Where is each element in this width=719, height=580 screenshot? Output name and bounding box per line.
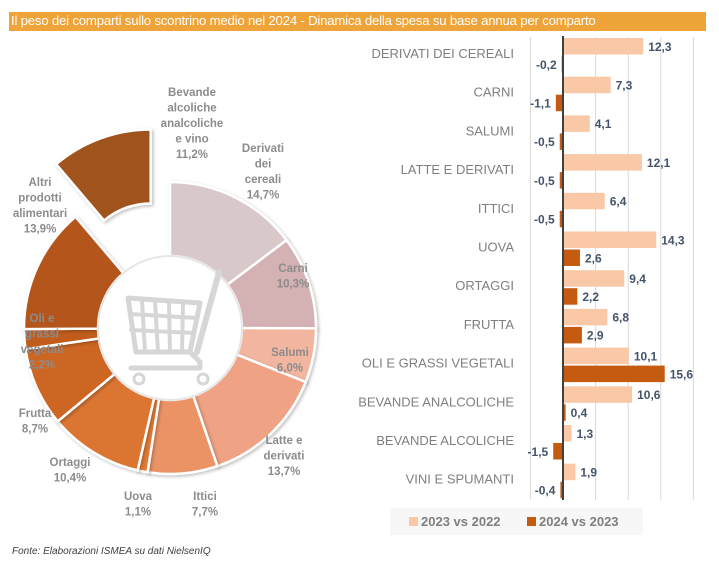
value-label-2023-vs-2022-ortaggi: 9,4 [629,272,646,286]
value-label-2023-vs-2022-frutta: 6,8 [612,311,629,325]
donut-label-bevande-alcoliche-analcoliche-e-vino: Bevande alcoliche analcoliche e vino 11,2% [161,87,224,161]
bar-2024-vs-2023-salumi [559,133,563,150]
bar-2024-vs-2023-bevande-analcoliche [563,404,566,421]
bar-category-labels: DERIVATI DEI CEREALI CARNI SALUMI LATTE E D… [358,46,514,487]
donut-label-ittici: Ittici 7,7% [192,491,218,519]
value-label-2023-vs-2022-uova: 14,3 [661,233,685,247]
value-label-2023-vs-2022-oli-e-grassi-vegetali: 10,1 [634,349,658,363]
donut-label-uova: Uova 1,1% [124,491,153,519]
value-label-2023-vs-2022-carni: 7,3 [616,78,633,92]
bar-2023-vs-2022-bevande-analcoliche [563,386,633,403]
category-label-bevande-analcoliche: BEVANDE ANALCOLICHE [358,394,514,409]
bar-marks [553,38,665,499]
category-label-ittici: ITTICI [478,201,514,216]
donut-label-oli-e-grassi-vegetali: Oli e grassi vegetali 2,2% [21,313,64,372]
bar-2023-vs-2022-frutta [563,308,608,326]
value-label-2023-vs-2022-salumi: 4,1 [595,117,612,131]
bar-2024-vs-2023-uova [563,249,580,266]
bar-2024-vs-2023-ittici [559,210,563,228]
value-label-2023-vs-2022-bevande-analcoliche: 10,6 [637,388,661,402]
category-label-carni: CARNI [474,85,514,100]
donut-slice-bevande-alcoliche-analcoliche-e-vino [54,128,152,223]
bar-2024-vs-2023-vini-e-spumanti [560,481,563,499]
bar-2023-vs-2022-bevande-alcoliche [563,425,572,442]
donut-label-frutta: Frutta 8,7% [19,408,52,436]
category-label-oli-e-grassi-vegetali: OLI E GRASSI VEGETALI [362,356,514,371]
bar-2023-vs-2022-oli-e-grassi-vegetali [563,347,629,365]
donut-label-altri-prodotti-alimentari: Altri prodotti alimentari 13,9% [13,177,67,236]
value-label-2024-vs-2023-oli-e-grassi-vegetali: 15,6 [670,367,694,381]
value-label-2023-vs-2022-ittici: 6,4 [610,195,627,209]
bar-2024-vs-2023-oli-e-grassi-vegetali [563,365,665,383]
value-label-2024-vs-2023-carni: -1,1 [530,96,551,110]
bar-2023-vs-2022-salumi [563,115,590,132]
bar-value-labels: 12,3 -0,2 7,3 -1,1 4,1 -0,5 12,1 -0,5 6,4 -0,5 14,… [528,40,694,498]
category-label-latte-e-derivati: LATTE E DERIVATI [401,162,514,177]
value-label-2023-vs-2022-bevande-alcoliche: 1,3 [576,427,593,441]
value-label-2024-vs-2023-frutta: 2,9 [587,329,604,343]
value-label-2024-vs-2023-vini-e-spumanti: -0,4 [535,483,556,497]
bar-legend: 2023 vs 2022 2024 vs 2023 [390,508,643,535]
bar-2024-vs-2023-ortaggi [563,288,578,305]
category-label-vini-e-spumanti: VINI E SPUMANTI [406,472,514,487]
category-label-salumi: SALUMI [466,123,514,138]
bar-2024-vs-2023-bevande-alcoliche [553,443,563,460]
value-label-2024-vs-2023-salumi: -0,5 [534,135,555,149]
legend-label-2023-vs-2022: 2023 vs 2022 [421,514,501,529]
category-label-frutta: FRUTTA [464,317,515,332]
header-bar: Il peso dei comparti sullo scontrino med… [9,12,706,31]
bar-2023-vs-2022-carni [563,76,611,94]
value-label-2024-vs-2023-latte-e-derivati: -0,5 [534,174,555,188]
category-label-bevande-alcoliche: BEVANDE ALCOLICHE [376,433,514,448]
value-label-2024-vs-2023-uova: 2,6 [585,251,602,265]
value-label-2024-vs-2023-bevande-analcoliche: 0,4 [571,406,588,420]
value-label-2024-vs-2023-ittici: -0,5 [534,213,555,227]
donut-labels: Derivati dei cereali 14,7% Carni 10,3% Salumi 6… [13,87,309,519]
bar-2023-vs-2022-vini-e-spumanti [563,463,576,481]
bar-2023-vs-2022-ortaggi [563,270,625,287]
category-label-derivati-dei-cereali: DERIVATI DEI CEREALI [371,46,514,61]
category-label-ortaggi: ORTAGGI [455,278,514,293]
bar-2023-vs-2022-ittici [563,192,605,210]
bar-2023-vs-2022-uova [563,231,657,248]
donut-label-latte-e-derivati: Latte e derivati 13,7% [264,435,305,478]
value-label-2024-vs-2023-derivati-dei-cereali: -0,2 [536,58,557,72]
value-label-2023-vs-2022-derivati-dei-cereali: 12,3 [648,40,672,54]
bar-2024-vs-2023-frutta [563,326,582,344]
value-label-2024-vs-2023-ortaggi: 2,2 [582,290,599,304]
legend-swatch-2024-vs-2023 [527,517,536,526]
bar-2023-vs-2022-derivati-dei-cereali [563,38,644,55]
legend-item-2023-vs-2022: 2023 vs 2022 [409,514,501,529]
legend-label-2024-vs-2023: 2024 vs 2023 [539,514,619,529]
donut-label-ortaggi: Ortaggi 10,4% [50,457,91,485]
donut-label-carni: Carni 10,3% [277,263,310,291]
category-label-uova: UOVA [478,240,514,255]
header-title: Il peso dei comparti sullo scontrino med… [11,13,596,28]
bar-2024-vs-2023-latte-e-derivati [559,172,563,189]
donut-label-derivati-dei-cereali: Derivati dei cereali 14,7% [242,143,284,202]
bar-gridlines [529,37,694,500]
legend-swatch-2023-vs-2022 [409,517,418,526]
value-label-2023-vs-2022-vini-e-spumanti: 1,9 [580,465,597,479]
shopping-cart-icon [125,269,222,386]
source-note: Fonte: Elaborazioni ISMEA su dati Nielse… [12,546,211,557]
bar-2023-vs-2022-latte-e-derivati [563,154,642,171]
bar-2024-vs-2023-carni [555,94,563,112]
donut-label-salumi: Salumi 6,0% [271,347,309,375]
legend-item-2024-vs-2023: 2024 vs 2023 [527,514,619,529]
value-label-2024-vs-2023-bevande-alcoliche: -1,5 [528,445,549,459]
value-label-2023-vs-2022-latte-e-derivati: 12,1 [647,156,671,170]
